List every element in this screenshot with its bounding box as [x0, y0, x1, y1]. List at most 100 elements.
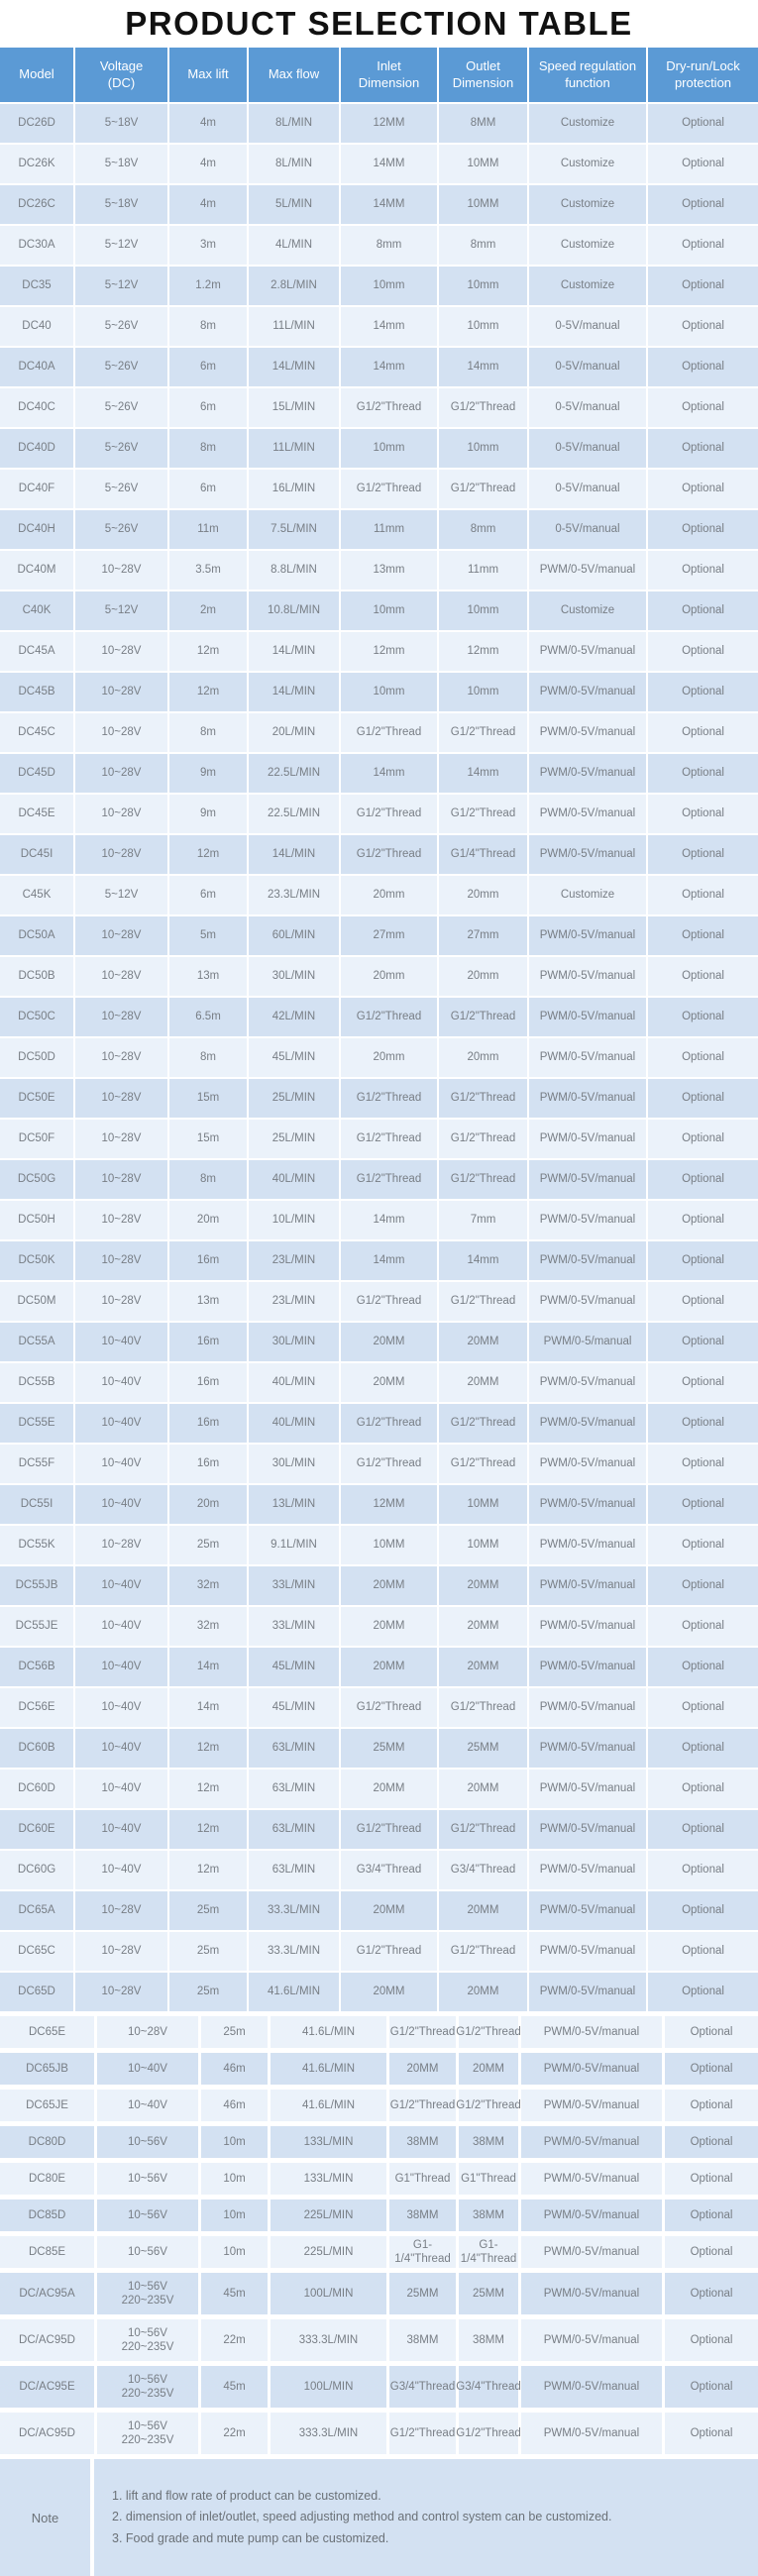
value-cell: 40L/MIN [249, 1404, 339, 1443]
value-cell: 10~40V [75, 1566, 167, 1605]
value-cell: Optional [648, 1770, 758, 1808]
value-cell: 10mm [439, 307, 527, 346]
model-cell: DC56E [0, 1688, 73, 1727]
value-cell: PWM/0-5V/manual [529, 1241, 646, 1280]
model-cell: DC/AC95A [0, 2273, 94, 2314]
value-cell: 3m [169, 226, 247, 265]
value-cell: 33.3L/MIN [249, 1891, 339, 1930]
value-cell: G1/2"Thread [456, 2090, 521, 2121]
value-cell: 33.3L/MIN [249, 1932, 339, 1971]
value-cell: 16m [169, 1241, 247, 1280]
model-cell: DC40D [0, 429, 73, 468]
value-cell: Optional [648, 1445, 758, 1483]
value-cell: 133L/MIN [271, 2163, 386, 2195]
value-cell: 20MM [341, 1770, 437, 1808]
value-cell: 20mm [439, 1038, 527, 1077]
value-cell: 10MM [439, 145, 527, 183]
value-cell: Optional [665, 2236, 758, 2268]
value-cell: 10~40V [75, 1648, 167, 1686]
value-cell: 38MM [459, 2200, 518, 2231]
value-cell: G1-1/4"Thread [389, 2236, 456, 2268]
model-cell: DC55I [0, 1485, 73, 1524]
value-cell: 8m [169, 1160, 247, 1199]
model-cell: DC26C [0, 185, 73, 224]
value-cell: 10mm [341, 591, 437, 630]
value-cell: 10~56V 220~235V [97, 2413, 198, 2454]
value-cell: 0-5V/manual [529, 307, 646, 346]
column-header: Voltage (DC) [75, 48, 167, 102]
value-cell: 9m [169, 754, 247, 793]
value-cell: Optional [648, 388, 758, 427]
value-cell: 20m [169, 1485, 247, 1524]
value-cell: PWM/0-5V/manual [529, 1810, 646, 1849]
value-cell: Optional [648, 1201, 758, 1239]
value-cell: 8m [169, 713, 247, 752]
value-cell: 10~40V [75, 1607, 167, 1646]
value-cell: 5~12V [75, 226, 167, 265]
table-row: DC85E 10~56V 10m 225L/MIN G1-1/4"Thread G1-1/… [0, 2236, 758, 2268]
model-cell: DC40A [0, 348, 73, 386]
value-cell: PWM/0-5V/manual [521, 2413, 662, 2454]
value-cell: Optional [648, 876, 758, 914]
value-cell: 25L/MIN [249, 1120, 339, 1158]
value-cell: 10~28V [75, 1038, 167, 1077]
value-cell: Optional [648, 957, 758, 996]
value-cell: 1.2m [169, 267, 247, 305]
table-row: DC/AC95E 10~56V 220~235V 45m 100L/MIN G3/4"T… [0, 2366, 758, 2408]
model-cell: DC60G [0, 1851, 73, 1889]
value-cell: 38MM [459, 2319, 518, 2361]
note-item: 3. Food grade and mute pump can be custo… [112, 2530, 389, 2545]
value-cell: PWM/0-5V/manual [529, 632, 646, 671]
value-cell: PWM/0-5V/manual [529, 1973, 646, 2011]
value-cell: G1/2"Thread [341, 1120, 437, 1158]
value-cell: Customize [529, 185, 646, 224]
value-cell: Optional [665, 2273, 758, 2314]
value-cell: 10~28V [75, 1973, 167, 2011]
value-cell: 10~56V [97, 2200, 198, 2231]
value-cell: Optional [648, 267, 758, 305]
model-cell: DC65E [0, 2016, 94, 2048]
value-cell: 23L/MIN [249, 1241, 339, 1280]
table-row: DC/AC95D 10~56V 220~235V 22m 333.3L/MIN 38MM… [0, 2319, 758, 2361]
value-cell: 2m [169, 591, 247, 630]
table-row: DC65E 10~28V 25m 41.6L/MIN G1/2"Thread G1/2"T… [0, 2016, 758, 2048]
column-header: Inlet Dimension [341, 48, 437, 102]
value-cell: 5~26V [75, 429, 167, 468]
value-cell: 6m [169, 388, 247, 427]
model-cell: DC40F [0, 470, 73, 508]
model-cell: DC30A [0, 226, 73, 265]
value-cell: PWM/0-5V/manual [529, 1160, 646, 1199]
model-cell: DC50D [0, 1038, 73, 1077]
product-selection-table-wide: DC65E 10~28V 25m 41.6L/MIN G1/2"Thread G1/2"T… [0, 2016, 758, 2454]
value-cell: 5~26V [75, 307, 167, 346]
value-cell: 25m [169, 1932, 247, 1971]
value-cell: Customize [529, 267, 646, 305]
value-cell: 10~28V [75, 673, 167, 711]
value-cell: 10mm [439, 591, 527, 630]
value-cell: 8MM [439, 104, 527, 143]
value-cell: 100L/MIN [271, 2273, 386, 2314]
value-cell: 9m [169, 795, 247, 833]
value-cell: Optional [648, 1079, 758, 1118]
value-cell: 10~40V [75, 1851, 167, 1889]
value-cell: Optional [648, 1973, 758, 2011]
value-cell: Optional [648, 348, 758, 386]
value-cell: 10~56V 220~235V [97, 2366, 198, 2408]
value-cell: 12MM [341, 104, 437, 143]
value-cell: 13m [169, 1282, 247, 1321]
model-cell: DC50B [0, 957, 73, 996]
value-cell: 10~56V [97, 2163, 198, 2195]
model-cell: DC35 [0, 267, 73, 305]
value-cell: 20mm [341, 876, 437, 914]
value-cell: 6.5m [169, 998, 247, 1036]
value-cell: PWM/0-5V/manual [529, 1566, 646, 1605]
value-cell: 20MM [439, 1973, 527, 2011]
value-cell: 38MM [389, 2319, 456, 2361]
value-cell: 11L/MIN [249, 307, 339, 346]
value-cell: 5~18V [75, 185, 167, 224]
value-cell: Optional [648, 551, 758, 590]
model-cell: DC50H [0, 1201, 73, 1239]
value-cell: 32m [169, 1607, 247, 1646]
value-cell: G1/2"Thread [439, 1282, 527, 1321]
value-cell: 14m [169, 1688, 247, 1727]
